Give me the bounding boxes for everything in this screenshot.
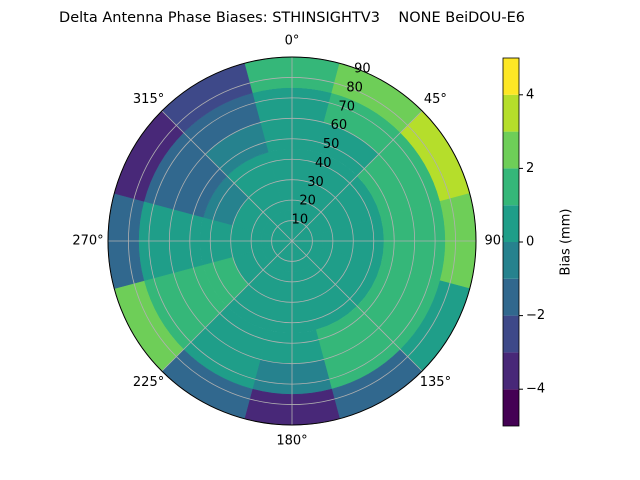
colorbar-band [503,94,519,132]
theta-tick-label: 135° [420,375,451,390]
r-tick-label: 30 [307,175,324,190]
r-tick-label: 10 [292,213,309,228]
colorbar-band [503,131,519,169]
colorbar-band [503,168,519,206]
theta-tick-label: 270° [72,234,103,249]
theta-tick-label: 225° [133,375,164,390]
r-tick-label: 80 [346,80,363,95]
theta-tick-label: 90° [484,234,507,249]
colorbar-tick-label: 0 [526,235,534,250]
r-tick-label: 60 [331,118,348,133]
theta-tick-label: 180° [276,434,307,449]
grid-spoke [291,240,423,372]
chart-title: Delta Antenna Phase Biases: STHINSIGHTV3… [59,10,525,26]
grid-spoke [161,110,293,242]
r-tick-label: 70 [338,99,355,114]
r-tick-label: 50 [323,137,340,152]
theta-tick-label: 0° [285,34,300,49]
colorbar-tick-label: 2 [526,161,534,176]
colorbar-tick-label: −4 [526,382,545,397]
colorbar-band [503,389,519,426]
r-tick-label: 40 [315,156,332,171]
colorbar-band [503,242,519,279]
colorbar-band [503,58,519,95]
colorbar-band [503,315,519,353]
colorbar-label: Bias (mm) [559,209,574,276]
colorbar-band [503,205,519,242]
colorbar-band [503,278,519,316]
theta-tick-label: 45° [424,92,447,107]
polar-frame [107,56,477,426]
colorbar-tick-label: −2 [526,308,545,323]
grid-spoke [161,240,293,372]
theta-tick-label: 315° [133,92,164,107]
colorbar-band [503,352,519,390]
grid-spoke [291,110,423,242]
r-tick-label: 20 [299,194,316,209]
colorbar-tick-label: 4 [526,87,534,102]
